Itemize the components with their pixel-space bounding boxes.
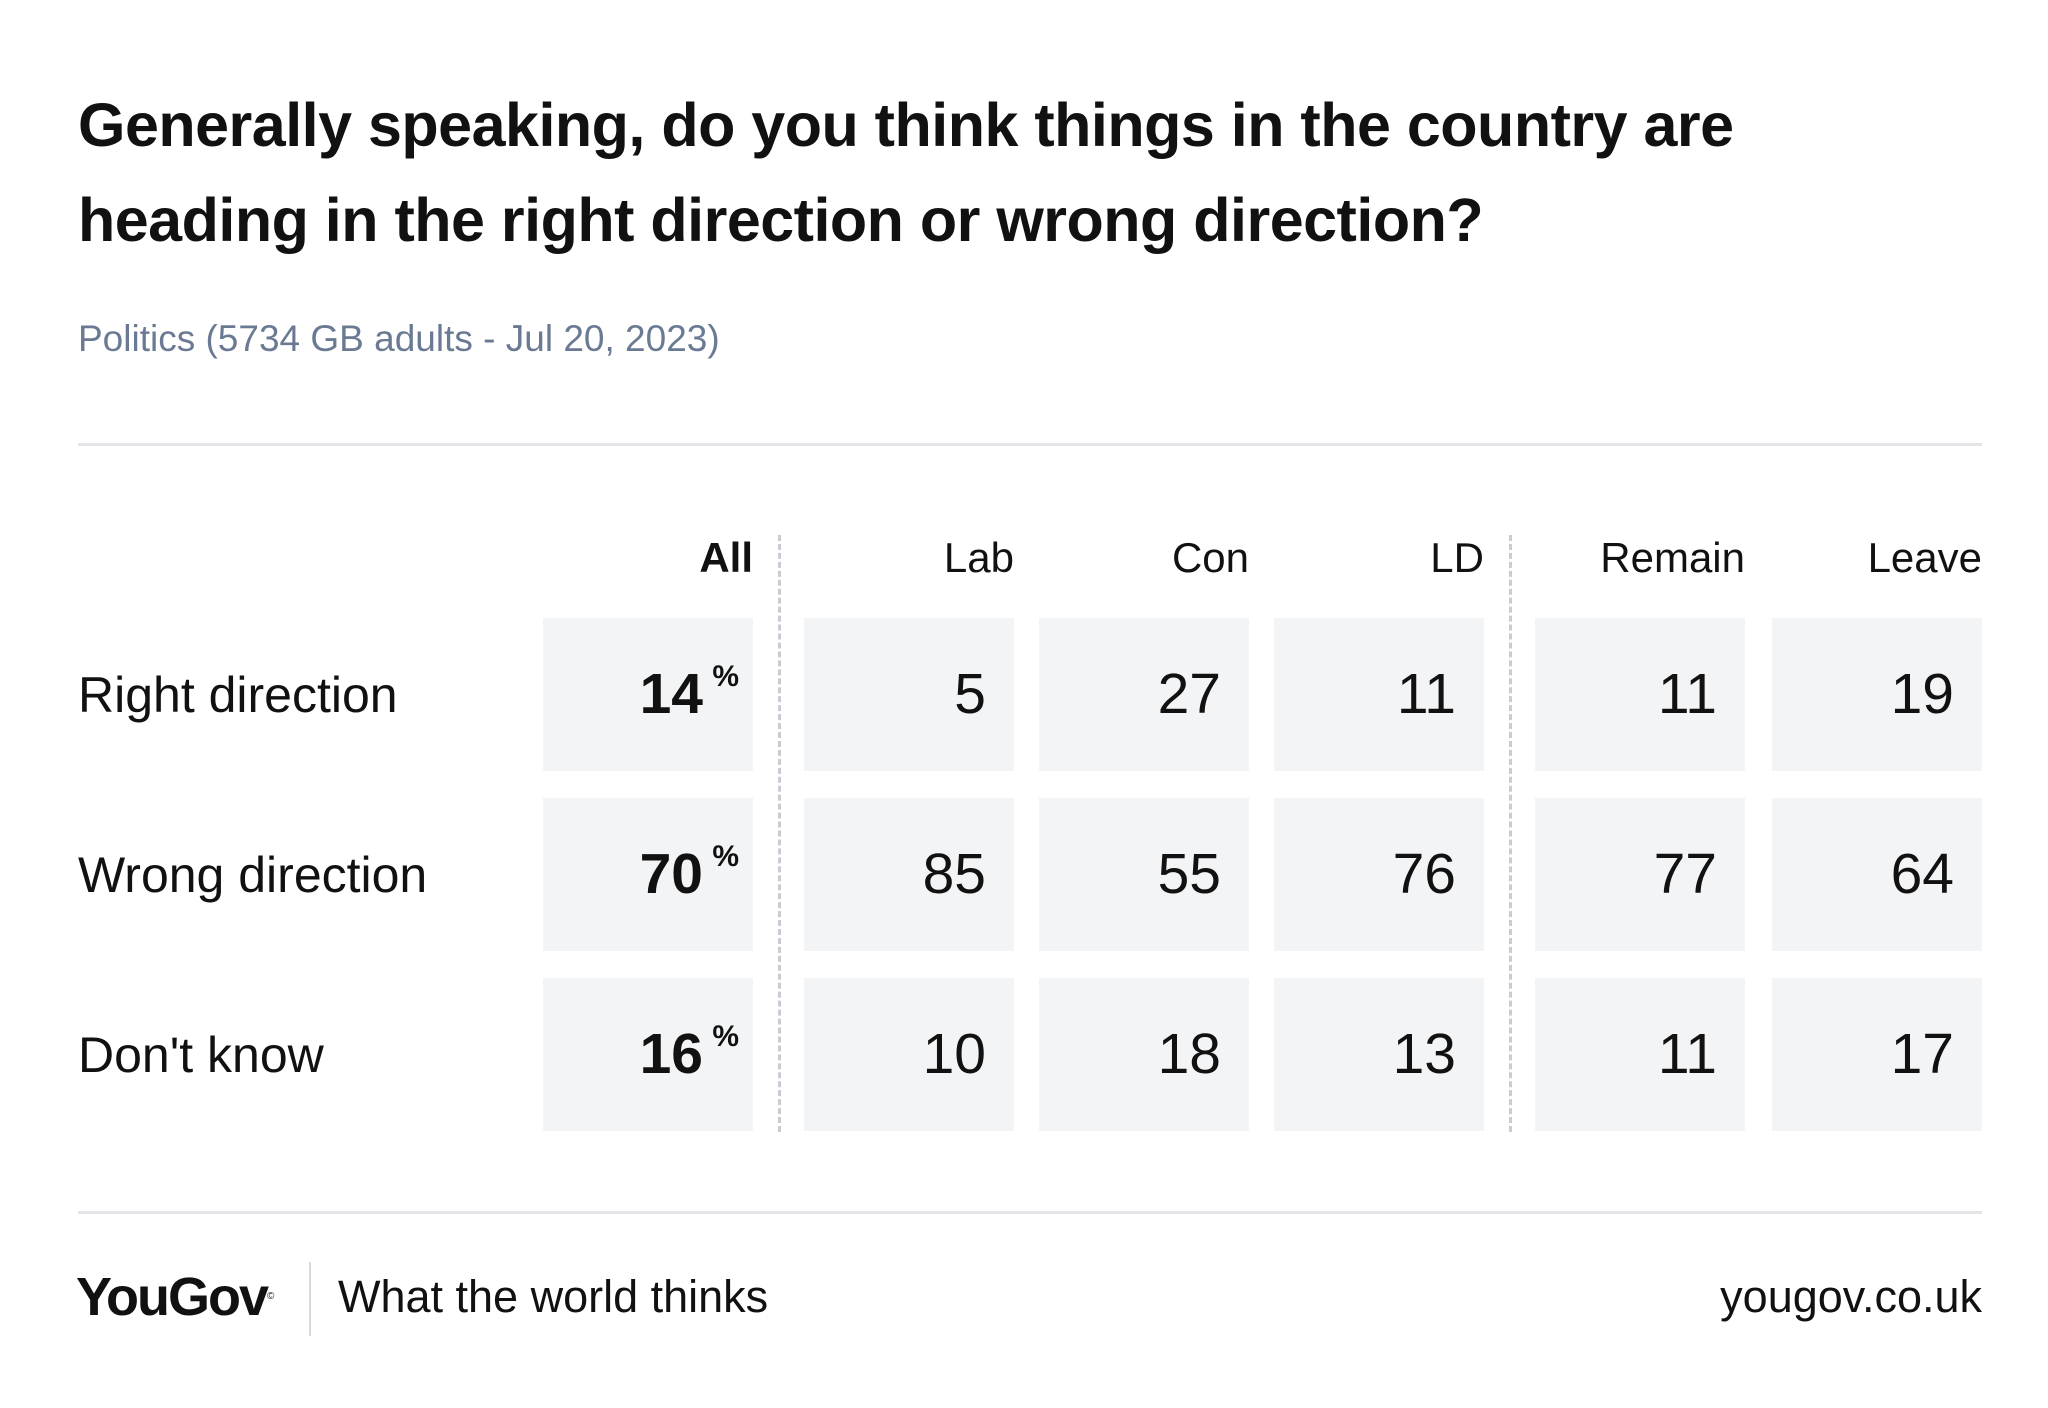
percent-sign: %: [712, 840, 739, 873]
row-label-wrong-direction: Wrong direction: [78, 847, 428, 903]
cell-value: 55: [1157, 842, 1221, 906]
cell-value: 70: [639, 842, 703, 906]
yougov-logo: YouGov©: [76, 1267, 275, 1327]
table-cell: 76: [1274, 798, 1484, 951]
table-cell: 55: [1039, 798, 1249, 951]
column-separator: [1509, 535, 1512, 1132]
cell-value: 27: [1157, 662, 1221, 726]
cell-value: 13: [1392, 1022, 1456, 1086]
table-cell: 11: [1274, 618, 1484, 771]
footer-tagline: What the world thinks: [338, 1271, 769, 1322]
column-separator: [778, 535, 781, 1132]
table-cell: 17: [1772, 978, 1982, 1131]
table-cell: 11: [1535, 978, 1745, 1131]
table-cell: 27: [1039, 618, 1249, 771]
table-cell: 77: [1535, 798, 1745, 951]
cell-value: 10: [922, 1022, 986, 1086]
column-header-all: All: [699, 534, 753, 581]
row-label-right-direction: Right direction: [78, 667, 398, 723]
logo-text: YouGov: [76, 1267, 269, 1327]
chart-subtitle: Politics (5734 GB adults - Jul 20, 2023): [78, 318, 720, 359]
table-cell-all: 16 %: [543, 978, 753, 1131]
column-header-lab: Lab: [943, 534, 1014, 581]
row-label-dont-know: Don't know: [78, 1027, 324, 1083]
bottom-divider: [78, 1211, 1982, 1214]
cell-value: 11: [1657, 1022, 1717, 1086]
table-cell: 13: [1274, 978, 1484, 1131]
table-cell: 11: [1535, 618, 1745, 771]
table-cell-all: 14 %: [543, 618, 753, 771]
table-cell: 19: [1772, 618, 1982, 771]
top-divider: [78, 443, 1982, 446]
cell-value: 14: [639, 662, 703, 726]
table-cell: 5: [804, 618, 1014, 771]
cell-value: 16: [639, 1022, 703, 1086]
table-cell-all: 70 %: [543, 798, 753, 951]
percent-sign: %: [712, 660, 739, 693]
cell-value: 76: [1392, 842, 1456, 906]
column-header-leave: Leave: [1867, 534, 1982, 581]
table-cell: 18: [1039, 978, 1249, 1131]
cell-value: 85: [922, 842, 986, 906]
footer-url-link[interactable]: yougov.co.uk: [1720, 1271, 1982, 1322]
table-cell: 10: [804, 978, 1014, 1131]
cell-value: 11: [1657, 662, 1717, 726]
column-header-con: Con: [1171, 534, 1249, 581]
cell-value: 5: [954, 662, 986, 726]
percent-sign: %: [712, 1020, 739, 1053]
column-header-ld: LD: [1430, 534, 1484, 581]
cell-value: 18: [1157, 1022, 1221, 1086]
footer-separator: [309, 1262, 311, 1336]
column-header-remain: Remain: [1600, 534, 1745, 581]
table-cell: 64: [1772, 798, 1982, 951]
cell-value: 19: [1890, 662, 1954, 726]
table-cell: 85: [804, 798, 1014, 951]
chart-title: Generally speaking, do you think things …: [78, 91, 1734, 254]
cell-value: 17: [1890, 1022, 1954, 1086]
cell-value: 77: [1653, 842, 1717, 906]
cell-value: 11: [1396, 662, 1456, 726]
cell-value: 64: [1890, 842, 1954, 906]
